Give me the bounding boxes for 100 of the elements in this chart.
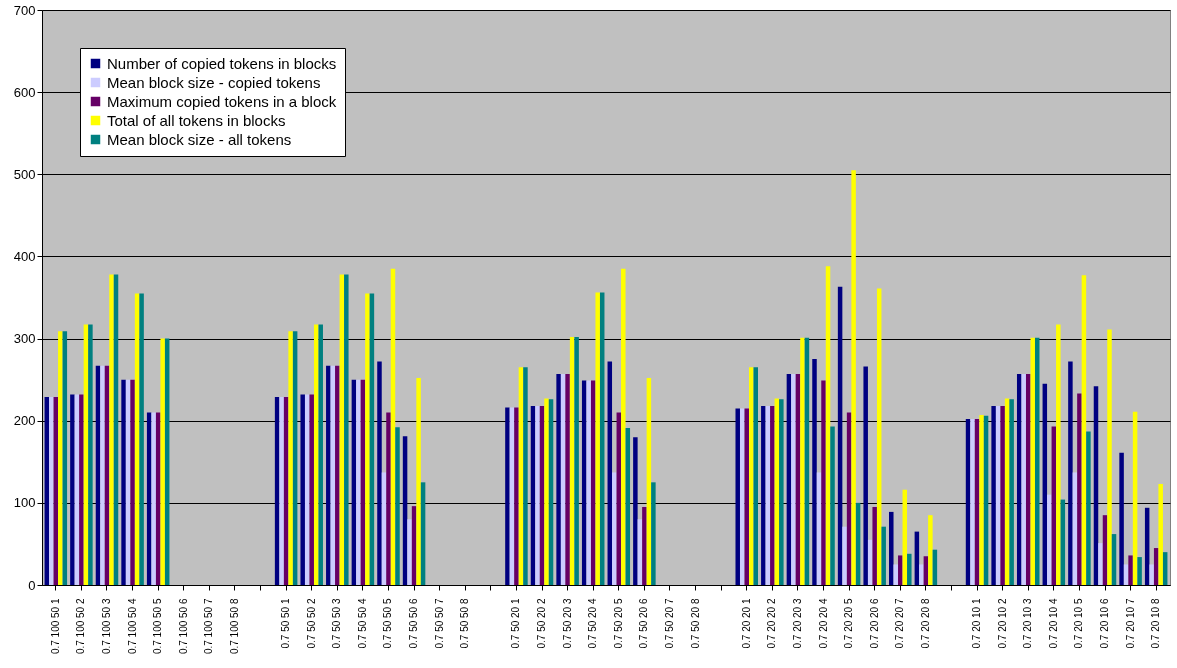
- x-tick-label: 0.7 20 10 7: [1124, 598, 1136, 649]
- bar: [898, 555, 903, 585]
- bar: [1047, 494, 1052, 585]
- x-tick-label: 0.7 20 10 2: [996, 598, 1008, 649]
- bar: [770, 405, 775, 585]
- bar: [612, 472, 617, 585]
- x-tick-label: 0.7 50 20 4: [587, 598, 599, 649]
- y-tick-label: 100: [13, 495, 36, 511]
- bar: [991, 405, 996, 585]
- legend-label: Total of all tokens in blocks: [107, 111, 286, 129]
- x-tick-label: 0.7 100 50 8: [228, 598, 240, 655]
- legend-label: Number of copied tokens in blocks: [107, 54, 337, 72]
- x-tick-label: 0.7 100 50 3: [101, 598, 112, 655]
- bar: [1030, 337, 1035, 585]
- x-tick-label: 0.7 100 50 1: [49, 598, 61, 655]
- bar: [800, 337, 805, 585]
- bar: [556, 373, 561, 585]
- bar: [633, 437, 638, 585]
- bar: [812, 359, 817, 585]
- legend-label: Mean block size - all tokens: [107, 130, 292, 148]
- bar: [851, 170, 856, 585]
- y-tick-label: 600: [13, 84, 36, 100]
- bar: [565, 373, 570, 585]
- x-tick-label: 0.7 100 50 4: [126, 598, 138, 655]
- legend-label: Maximum copied tokens in a block: [107, 92, 337, 110]
- bar: [881, 526, 886, 585]
- bar: [1149, 564, 1154, 585]
- bar: [535, 405, 540, 585]
- x-tick-label: 0.7 20 10 4: [1047, 598, 1059, 649]
- bar: [574, 336, 579, 585]
- bar: [872, 506, 877, 585]
- bar: [58, 331, 63, 585]
- x-tick-label: 0.7 50 20 5: [612, 598, 624, 649]
- x-tick-label: 0.7 20 20 1: [740, 598, 752, 649]
- x-tick-label: 0.7 20 20 8: [919, 598, 931, 649]
- x-tick-label: 0.7 50 50 4: [356, 598, 368, 649]
- bar: [893, 564, 899, 585]
- bar: [1119, 452, 1124, 585]
- x-tick-label: 0.7 20 20 7: [894, 598, 906, 649]
- bar: [919, 564, 924, 585]
- bar: [395, 427, 400, 585]
- bar: [1068, 361, 1073, 585]
- bar: [744, 408, 749, 585]
- x-tick-label: 0.7 20 10 5: [1073, 598, 1085, 649]
- bar: [416, 378, 421, 585]
- y-tick-label: 0: [28, 577, 36, 593]
- bar: [863, 366, 868, 585]
- bar: [386, 412, 391, 585]
- bar: [1009, 399, 1014, 585]
- bar: [109, 274, 114, 585]
- bar: [651, 482, 656, 585]
- x-tick-label: 0.7 20 20 4: [817, 598, 829, 649]
- x-tick-label: 0.7 50 50 1: [280, 598, 292, 649]
- bar: [821, 380, 826, 585]
- bar: [779, 399, 784, 585]
- x-tick-label: 0.7 50 50 7: [433, 598, 445, 649]
- bar: [1086, 431, 1091, 585]
- bar: [514, 407, 519, 585]
- x-tick-label: 0.7 50 50 2: [305, 598, 317, 649]
- bar: [300, 394, 305, 585]
- x-tick-label: 0.7 50 50 3: [331, 598, 343, 649]
- x-tick-label: 0.7 20 20 2: [766, 598, 778, 649]
- bar: [49, 396, 54, 585]
- x-tick-label: 0.7 20 10 3: [1022, 598, 1034, 649]
- bar: [288, 331, 293, 585]
- bar: [753, 367, 758, 585]
- bar: [326, 365, 331, 585]
- legend-label: Mean block size - copied tokens: [107, 73, 321, 91]
- x-tick-label: 0.7 50 50 6: [408, 598, 420, 649]
- bar: [139, 293, 144, 585]
- x-tick-label: 0.7 50 20 1: [510, 598, 522, 649]
- x-tick-label: 0.7 20 20 6: [868, 598, 880, 649]
- bar: [1123, 564, 1129, 585]
- bar: [523, 367, 528, 585]
- x-tick-label: 0.7 20 10 8: [1150, 598, 1162, 649]
- bar: [70, 394, 75, 585]
- bar: [1000, 405, 1005, 585]
- y-tick-label: 200: [13, 413, 36, 429]
- bar: [130, 379, 135, 585]
- x-tick-label: 0.7 20 10 1: [971, 598, 983, 649]
- bar: [318, 324, 323, 585]
- bar: [1128, 555, 1133, 585]
- bar: [279, 396, 284, 585]
- x-tick-label: 0.7 50 20 6: [638, 598, 650, 649]
- bar: [151, 412, 156, 585]
- bar: [1158, 483, 1163, 585]
- bar: [586, 380, 591, 585]
- bar: [407, 519, 412, 585]
- bar: [889, 511, 894, 585]
- x-tick-label: 0.7 50 20 3: [561, 598, 573, 649]
- bar: [356, 379, 361, 585]
- bar: [79, 394, 84, 585]
- bar: [621, 268, 626, 585]
- x-tick-label: 0.7 100 50 7: [203, 598, 215, 655]
- bar: [1056, 324, 1061, 585]
- bar: [595, 292, 600, 585]
- bar: [160, 338, 165, 585]
- x-tick-label: 0.7 50 50 5: [382, 598, 394, 649]
- bar: [505, 407, 510, 585]
- y-tick-label: 700: [13, 2, 36, 18]
